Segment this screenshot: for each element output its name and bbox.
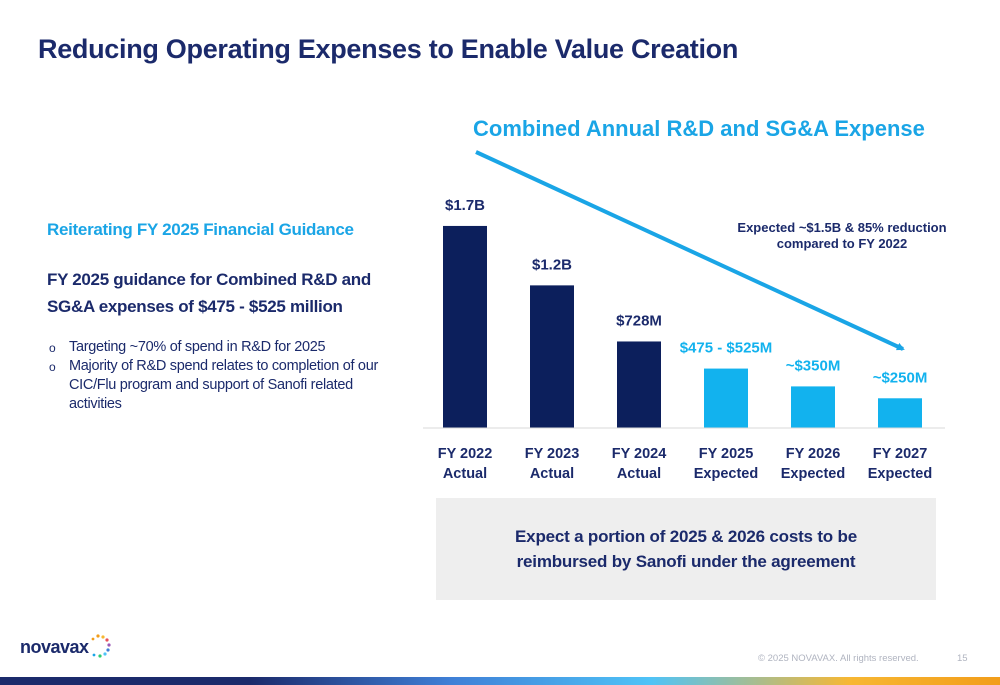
logo-dots-icon (91, 634, 111, 658)
x-tick-label-status: Actual (443, 466, 487, 482)
bars-layer (443, 225, 922, 428)
x-tick-label-status: Expected (781, 466, 845, 482)
bar-fy-2024 (617, 341, 661, 428)
guidance-bullet: o Majority of R&D spend relates to compl… (47, 357, 397, 414)
x-tick-label-year: FY 2027 (873, 446, 928, 462)
x-tick-label-year: FY 2023 (525, 446, 580, 462)
annotation-line: compared to FY 2022 (777, 236, 908, 251)
x-tick-label-year: FY 2024 (612, 446, 667, 462)
reimbursement-note-text: Expect a portion of 2025 & 2026 costs to… (515, 527, 857, 571)
chart-annotation: Expected ~$1.5B & 85% reduction compared … (737, 220, 946, 251)
guidance-bullet: o Targeting ~70% of spend in R&D for 202… (47, 338, 397, 357)
chart-title: Combined Annual R&D and SG&A Expense (473, 116, 925, 141)
page-number: 15 (957, 653, 968, 664)
novavax-logo: novavax (20, 630, 120, 664)
bar-value-label: $728M (616, 312, 662, 329)
x-tick-label-status: Actual (617, 466, 661, 482)
bar-fy-2027 (878, 398, 922, 428)
bar-value-label: $1.2B (532, 256, 572, 273)
reimbursement-note: Expect a portion of 2025 & 2026 costs to… (436, 498, 936, 600)
annotation-line: Expected ~$1.5B & 85% reduction (737, 220, 946, 235)
x-tick-label-status: Expected (868, 466, 932, 482)
bar-value-label: ~$350M (786, 357, 841, 374)
copyright: © 2025 NOVAVAX. All rights reserved. (758, 653, 919, 664)
bar-value-label: ~$250M (873, 369, 928, 386)
bar-value-label: $475 - $525M (680, 340, 773, 357)
value-labels-layer: $1.7B $1.2B $728M $475 - $525M ~$350M ~$250M (445, 197, 927, 386)
bullet-marker: o (49, 360, 56, 374)
bullet-text: Targeting ~70% of spend in R&D for 2025 (69, 339, 326, 355)
bar-fy-2026 (791, 386, 835, 428)
category-labels-layer: FY 2022 Actual FY 2023 Actual FY 2024 Actual F… (438, 446, 933, 482)
bullet-text: Majority of R&D spend relates to complet… (69, 358, 378, 412)
bar-fy-2023 (530, 285, 574, 428)
x-tick-label-status: Actual (530, 466, 574, 482)
guidance-heading: Reiterating FY 2025 Financial Guidance (47, 220, 354, 239)
bar-value-label: $1.7B (445, 197, 485, 214)
logo-wordmark: novavax (20, 637, 89, 657)
x-tick-label-year: FY 2026 (786, 446, 841, 462)
slide-title: Reducing Operating Expenses to Enable Va… (38, 34, 739, 64)
bottom-color-bar (0, 677, 1000, 685)
x-tick-label-status: Expected (694, 466, 758, 482)
x-tick-label-year: FY 2022 (438, 446, 493, 462)
guidance-statement: FY 2025 guidance for Combined R&D and SG… (47, 270, 371, 316)
guidance-bullets: o Targeting ~70% of spend in R&D for 202… (47, 338, 397, 414)
bar-fy-2025 (704, 368, 748, 428)
x-tick-label-year: FY 2025 (699, 446, 754, 462)
bullet-marker: o (49, 341, 56, 355)
guidance-panel: Reiterating FY 2025 Financial Guidance F… (47, 220, 397, 414)
trend-arrow (475, 150, 905, 351)
bar-fy-2022 (443, 225, 487, 428)
